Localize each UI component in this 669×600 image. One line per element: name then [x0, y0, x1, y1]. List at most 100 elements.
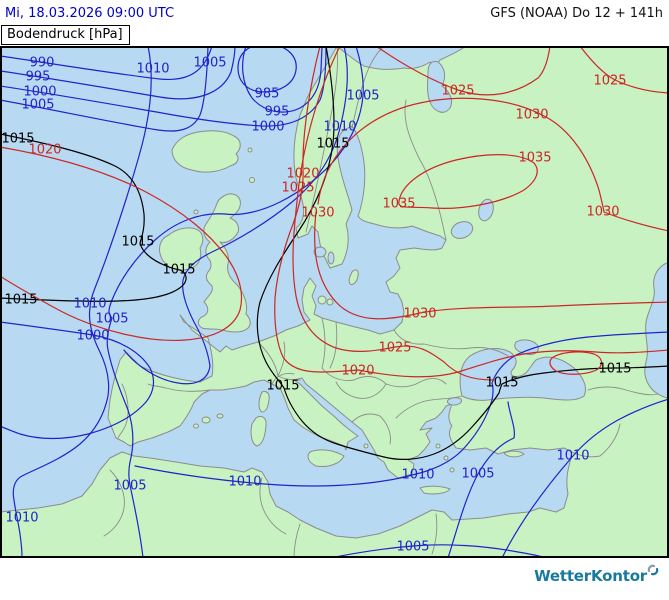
funen: [326, 298, 334, 306]
isobar-label-1000: 1000: [23, 85, 56, 100]
isobar-label-1010: 1010: [228, 475, 261, 490]
isobar-label-1010: 1010: [73, 297, 106, 312]
sea-of-azov: [514, 339, 539, 355]
gotland: [348, 269, 359, 285]
date-label: Mi, 18.03.2026 09:00 UTC: [5, 6, 175, 21]
isobar-1005-norway-atlantic: [106, 47, 364, 557]
iceland: [171, 130, 241, 173]
isobar-label-1015: 1015: [4, 293, 37, 308]
ibiza: [193, 423, 199, 429]
isobar-label-1020: 1020: [341, 364, 374, 379]
isobar-1015-europe: [256, 47, 667, 460]
isobar-label-1035: 1035: [518, 151, 551, 166]
isobar-label-1005: 1005: [113, 479, 146, 494]
isobar-1025-northeast: [580, 47, 667, 94]
isobar-1030-south: [314, 211, 667, 320]
isobar-1010-mediterranean: [134, 331, 667, 487]
isobar-label-1025: 1025: [281, 181, 314, 196]
isobar-label-1005: 1005: [396, 540, 429, 555]
isobar-1030-north: [317, 97, 667, 232]
isobar-label-1010: 1010: [401, 468, 434, 483]
isobar-1010-levant: [501, 398, 667, 557]
shetland: [249, 177, 255, 183]
sicily: [307, 449, 345, 467]
caspian-sea: [644, 262, 667, 399]
isobar-label-1030: 1030: [403, 307, 436, 322]
isobar-1020-main: [274, 47, 667, 378]
isobar-1015-atlantic: [2, 133, 187, 302]
isobar-label-1005: 1005: [95, 312, 128, 327]
crete: [419, 485, 451, 495]
isobar-label-1010: 1010: [5, 511, 38, 526]
corsica: [258, 391, 270, 413]
isobar-label-1025: 1025: [441, 84, 474, 99]
isobar-1005-levant: [447, 401, 515, 557]
isobar-1010-norway: [123, 47, 348, 385]
isobar-label-1015: 1015: [485, 376, 518, 391]
isobar-label-995: 995: [26, 70, 51, 85]
isobar-995-west: [2, 47, 236, 100]
menorca: [216, 413, 224, 419]
map-frame: [0, 46, 669, 558]
isobar-label-1020: 1020: [28, 143, 61, 158]
cyprus: [503, 450, 525, 458]
isobar-label-1015: 1015: [162, 263, 195, 278]
isobar-985-closed: [237, 47, 297, 93]
isobar-label-990: 990: [30, 56, 55, 71]
lake-vanern: [313, 246, 327, 258]
lake-vattern: [327, 251, 335, 265]
isobar-label-1015: 1015: [266, 379, 299, 394]
wetterkontor-swirl-icon: [647, 564, 659, 576]
isobar-1035-closed: [398, 154, 538, 209]
isobar-1020-closed-anatolia: [549, 351, 603, 375]
isobar-label-1005: 1005: [193, 56, 226, 71]
isobar-label-1010: 1010: [556, 449, 589, 464]
isobar-label-1005: 1005: [21, 98, 54, 113]
model-run-label: GFS (NOAA) Do 12 + 141h: [490, 6, 663, 21]
aegean-island-2: [443, 455, 449, 461]
isobar-1005-africa-south: [331, 544, 545, 557]
sea-of-marmara: [447, 397, 462, 406]
isobar-label-1010: 1010: [136, 62, 169, 77]
isobar-1000-west: [2, 47, 327, 127]
isobar-label-1025: 1025: [593, 74, 626, 89]
zealand: [317, 295, 327, 305]
isobar-label-985: 985: [255, 87, 280, 102]
isobars-high: [2, 47, 667, 381]
parameter-box: Bodendruck [hPa]: [1, 25, 130, 45]
rhodes: [449, 467, 455, 473]
isobar-label-1000: 1000: [76, 329, 109, 344]
isobar-label-1015: 1015: [1, 132, 34, 147]
ireland: [159, 227, 204, 271]
mallorca: [201, 416, 211, 424]
isobar-990-west: [2, 47, 213, 81]
isobar-1000-atlantic: [2, 321, 155, 440]
isobar-label-1010: 1010: [323, 120, 356, 135]
isobar-label-1020: 1020: [286, 167, 319, 182]
isobar-label-1035: 1035: [382, 197, 415, 212]
isobar-label-1025: 1025: [378, 341, 411, 356]
isobar-label-995: 995: [265, 105, 290, 120]
isobars-low: [2, 47, 667, 557]
hebrides: [193, 209, 199, 215]
isobar-label-1015: 1015: [598, 362, 631, 377]
isobar-1005-west: [2, 47, 209, 132]
country-borders: [103, 47, 659, 557]
lake-ladoga: [450, 221, 474, 239]
isobar-995-east: [242, 47, 323, 113]
isobar-label-1030: 1030: [301, 206, 334, 221]
pressure-map: 990 995 1000 1005 1010 1005 985 995 1000 1005 1010…: [0, 46, 669, 558]
isobar-label-1015: 1015: [316, 137, 349, 152]
isobar-label-1000: 1000: [251, 120, 284, 135]
corfu: [363, 443, 369, 449]
mainland-coastline: [2, 47, 667, 557]
isobar-label-1005: 1005: [346, 89, 379, 104]
isobar-1025-main: [292, 47, 495, 381]
wetterkontor-logo[interactable]: WetterKontor: [534, 567, 647, 585]
faroe-islands: [247, 147, 253, 153]
great-britain: [197, 193, 251, 333]
isobar-label-1005: 1005: [461, 467, 494, 482]
